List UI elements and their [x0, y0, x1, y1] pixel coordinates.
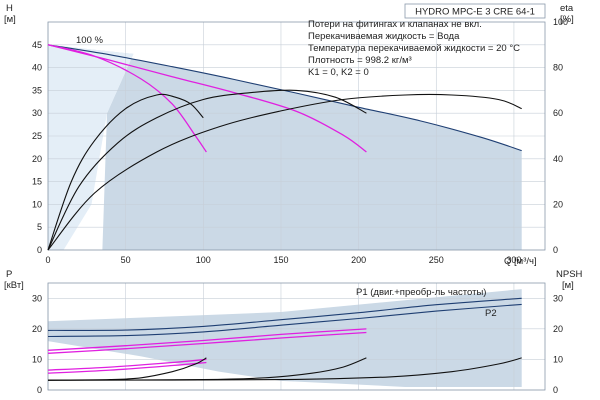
- y-left-tick-label: 40: [32, 63, 42, 73]
- legend-p2: P2: [485, 308, 497, 319]
- y-right-label-top: eta: [560, 3, 574, 14]
- y-left-tick-label: 0: [37, 385, 42, 395]
- power-curve-3: [47, 331, 367, 354]
- info-line: Температура перекачиваемой жидкости = 20…: [308, 43, 520, 54]
- y-right-tick-label: 20: [553, 324, 563, 334]
- y-left-tick-label: 35: [32, 85, 42, 95]
- y-right-tick-label: 30: [553, 293, 563, 303]
- x-tick-label: 200: [351, 255, 366, 265]
- upper-series: [47, 44, 522, 251]
- y-left-tick-label: 20: [32, 324, 42, 334]
- y-left-tick-label: 15: [32, 177, 42, 187]
- plot-frame: [47, 21, 546, 251]
- chart-title: HYDRO MPC-E 3 CRE 64-1: [415, 7, 535, 18]
- x-tick-label: 250: [429, 255, 444, 265]
- operating-range-shade: [48, 44, 522, 250]
- y-left-tick-label: 30: [32, 293, 42, 303]
- y-left-label-unit-top: [м]: [4, 14, 16, 25]
- y-left-tick-label: 0: [37, 245, 42, 255]
- x-tick-label: 150: [273, 255, 288, 265]
- power-npsh-panel: 0 10 20 30 0 10 20 30 P [кВт] NPSH [м] P1 (двиг…: [4, 269, 583, 395]
- y-left-tick-label: 30: [32, 108, 42, 118]
- y-right-tick-label: 80: [553, 63, 563, 73]
- y-right-tick-label: 40: [553, 154, 563, 164]
- y-left-tick-label: 25: [32, 131, 42, 141]
- y-left-label-unit-bottom: [кВт]: [4, 280, 24, 291]
- x-axis-label: Q [м³/ч]: [504, 256, 537, 267]
- head-curve-0: [47, 44, 522, 152]
- power-curve-5: [47, 361, 207, 374]
- head-curve-2: [47, 44, 367, 153]
- x-tick-label: 0: [45, 255, 50, 265]
- eta-curve-4: [47, 89, 367, 251]
- y-left-tick-label: 20: [32, 154, 42, 164]
- y-right-tick-label: 10: [553, 354, 563, 364]
- y-right-label-unit-bottom: [м]: [562, 280, 574, 291]
- upper-tick-labels: 0 5 10 15 20 25 30 35 40 45 0 20 40 60 80 100 0 50 100 150 2…: [32, 17, 568, 265]
- info-line: Плотность = 998.2 кг/м³: [308, 55, 412, 66]
- power-curve-1: [47, 303, 522, 338]
- eta-curve-3: [47, 93, 204, 251]
- power-curve-2: [47, 328, 367, 351]
- y-left-tick-label: 10: [32, 199, 42, 209]
- y-left-tick-label: 5: [37, 222, 42, 232]
- y-right-tick-label: 0: [553, 245, 558, 255]
- info-block: Потери на фитингах и клапанах не вкл. Пе…: [308, 19, 520, 78]
- light-operating-range-shade: [48, 44, 134, 250]
- y-right-tick-label: 60: [553, 108, 563, 118]
- head-efficiency-panel: 0 5 10 15 20 25 30 35 40 45 0 20 40 60 80 100 0 50 100 150 2…: [4, 3, 574, 267]
- x-tick-label: 50: [121, 255, 131, 265]
- info-line: K1 = 0, K2 = 0: [308, 67, 369, 78]
- y-right-label-bottom: NPSH: [556, 269, 583, 280]
- x-tick-label: 100: [196, 255, 211, 265]
- y-left-label-top: H: [6, 3, 13, 14]
- lower-grid: [47, 282, 546, 391]
- y-right-tick-label: 100: [553, 17, 568, 27]
- x-tick-label: 300: [506, 255, 521, 265]
- y-left-label-bottom: P: [6, 269, 12, 280]
- upper-grid: [47, 21, 546, 251]
- y-right-tick-label: 0: [553, 385, 558, 395]
- power-curve-4: [47, 358, 207, 371]
- info-line: Перекачиваемая жидкость = Вода: [308, 31, 460, 42]
- lower-tick-labels: 0 10 20 30 0 10 20 30: [32, 293, 563, 395]
- speed-label: 100 %: [76, 35, 103, 46]
- power-curve-0: [47, 297, 522, 331]
- y-left-tick-label: 45: [32, 40, 42, 50]
- y-right-label-unit-top: [%]: [560, 14, 574, 25]
- lower-series: [47, 297, 522, 381]
- title-box: [404, 3, 546, 19]
- npsh-curve-8: [47, 357, 522, 381]
- eta-curve-5: [47, 93, 522, 251]
- info-line: Потери на фитингах и клапанах не вкл.: [308, 19, 482, 30]
- y-left-tick-label: 10: [32, 354, 42, 364]
- legend-p1: P1 (двиг.+преобр-ль частоты): [356, 287, 486, 298]
- y-right-tick-label: 20: [553, 199, 563, 209]
